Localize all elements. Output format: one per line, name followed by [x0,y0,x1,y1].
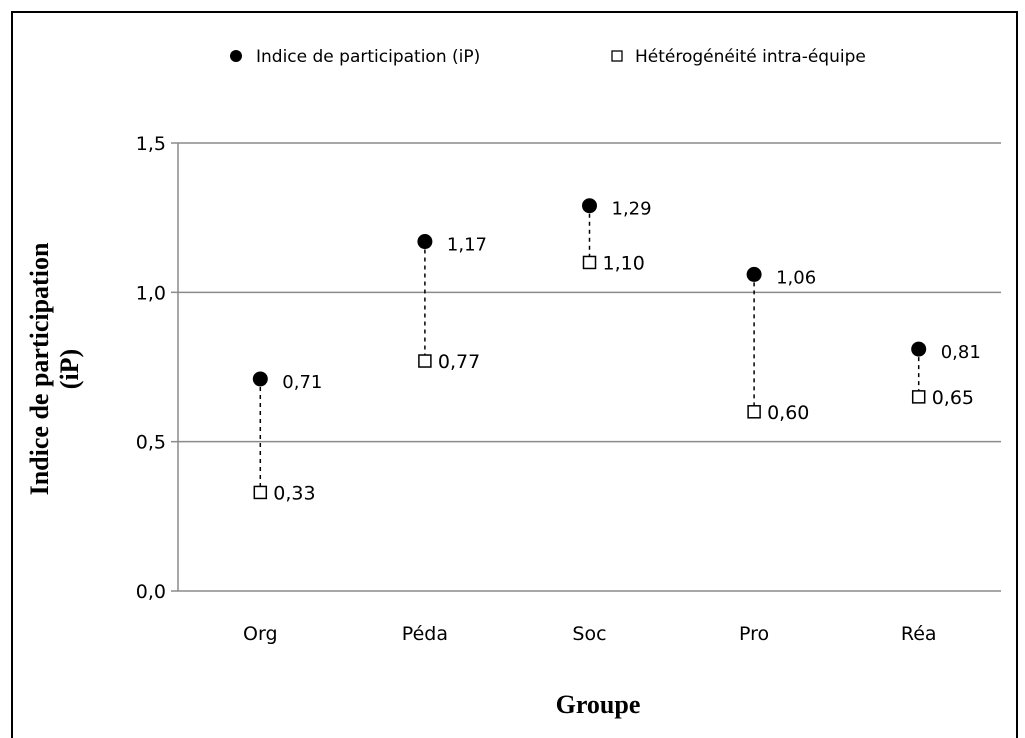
x-category-label: Soc [572,623,606,645]
point-series-2 [582,255,597,270]
data-label-series-2: 1,10 [603,252,645,274]
point-series-2 [747,405,761,419]
y-axis-title-line-1: Indice de participation [25,242,54,495]
data-label-series-1: 0,71 [282,372,322,393]
y-tick-label: 0,0 [136,581,166,603]
data-label-series-2: 0,77 [438,351,480,373]
data-label-series-2: 0,33 [273,482,315,504]
y-axis-title-line-2: (iP) [55,349,84,389]
x-category-label: Péda [402,623,448,645]
data-label-series-1: 1,17 [447,235,487,256]
plot-area: 0,0 0,5 1,0 1,5 Org Péda Soc Pro Réa 0,71 1,17 1,29… [136,133,1001,645]
data-label-series-1: 1,06 [776,267,816,288]
x-category-label: Pro [739,623,769,645]
legend: Indice de participation (iP) Hétérogénéi… [230,47,866,67]
point-series-2 [911,390,926,404]
point-series-2 [253,485,268,500]
legend-label-series-2: Hétérogénéité intra-équipe [635,47,866,67]
x-axis-title: Groupe [556,690,641,719]
legend-label-series-1: Indice de participation (iP) [256,47,480,67]
data-label-series-2: 0,60 [767,402,809,424]
legend-marker-square [611,50,623,62]
point-series-1 [252,371,268,387]
x-category-label: Org [243,623,278,645]
y-tick-label: 0,5 [136,432,166,454]
legend-marker-circle [230,50,242,62]
y-tick-label: 1,5 [136,133,166,155]
point-series-1 [911,341,927,357]
data-label-series-1: 1,29 [612,199,652,220]
data-label-series-1: 0,81 [941,342,981,363]
point-series-2 [418,354,432,368]
data-label-series-2: 0,65 [932,387,974,409]
x-category-label: Réa [901,623,937,645]
chart-border [11,11,1018,738]
point-series-1 [746,266,762,282]
point-series-1 [582,198,597,214]
point-series-1 [417,234,433,250]
y-tick-label: 1,0 [136,282,166,304]
